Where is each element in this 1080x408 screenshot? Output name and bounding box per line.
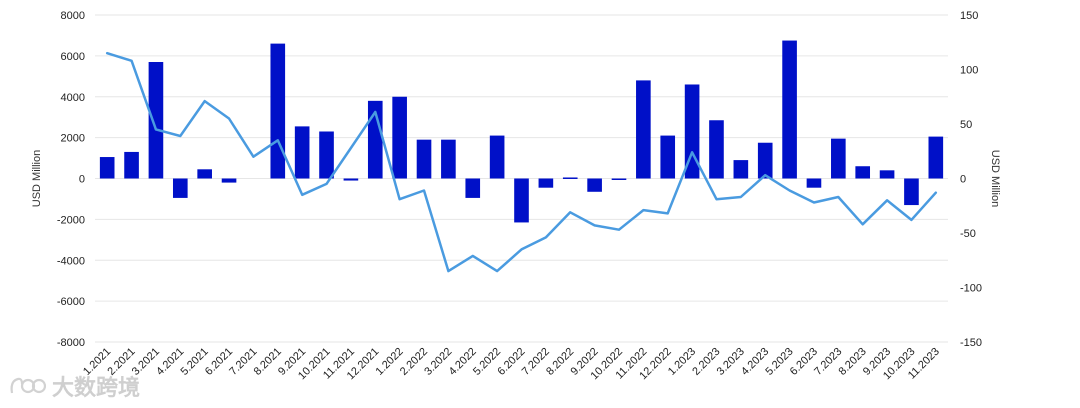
bar: [319, 131, 334, 179]
y-tick-label: -2000: [57, 214, 85, 226]
y-right-tick-label: 50: [960, 119, 972, 131]
bar: [660, 135, 676, 179]
bar: [587, 178, 602, 192]
y-tick-label: -6000: [57, 296, 85, 308]
bar: [928, 136, 944, 179]
y-right-axis-title: USD Million: [989, 150, 1001, 207]
bar: [904, 178, 919, 206]
bar: [636, 80, 651, 179]
bar: [367, 100, 383, 179]
bar: [221, 178, 237, 183]
bar: [99, 157, 115, 179]
bar: [416, 139, 432, 179]
y-axis-title: USD Million: [31, 150, 43, 207]
y-right-tick-label: 0: [960, 174, 966, 186]
bar: [806, 178, 822, 188]
watermark-text: 大数跨境: [52, 376, 141, 401]
y-right-tick-label: -50: [960, 228, 976, 240]
bar: [733, 160, 749, 179]
bar: [538, 178, 554, 188]
watermark: 大数跨境: [8, 370, 140, 402]
bar: [441, 139, 456, 179]
bar: [782, 40, 797, 179]
bar: [611, 178, 627, 180]
bar: [562, 177, 578, 179]
bar: [343, 178, 359, 181]
y-right-tick-label: 100: [960, 65, 978, 77]
bar: [514, 178, 529, 223]
bar: [831, 138, 846, 179]
bar: [172, 178, 188, 198]
bar: [684, 84, 700, 179]
y-right-tick-label: -150: [960, 337, 982, 349]
y-tick-label: 8000: [61, 10, 85, 22]
y-tick-label: 2000: [61, 133, 85, 145]
y-tick-label: 0: [79, 174, 85, 186]
y-tick-label: -4000: [57, 255, 85, 267]
y-tick-label: 6000: [61, 51, 85, 63]
y-tick-label: 4000: [61, 92, 85, 104]
y-right-tick-label: -100: [960, 283, 982, 295]
series-line: [105, 51, 938, 273]
bar: [757, 142, 773, 179]
bar: [392, 96, 407, 179]
bar: [148, 62, 164, 179]
bar: [879, 170, 895, 179]
bar: [465, 178, 481, 198]
y-right-tick-label: 150: [960, 10, 978, 22]
bar: [855, 166, 871, 179]
bar: [124, 151, 139, 179]
bar: [197, 169, 212, 179]
y-tick-label: -8000: [57, 337, 85, 349]
bar: [294, 126, 310, 179]
bar: [270, 43, 286, 179]
brand-logo-icon: [10, 377, 46, 394]
bar: [709, 120, 724, 179]
bar: [489, 135, 505, 179]
